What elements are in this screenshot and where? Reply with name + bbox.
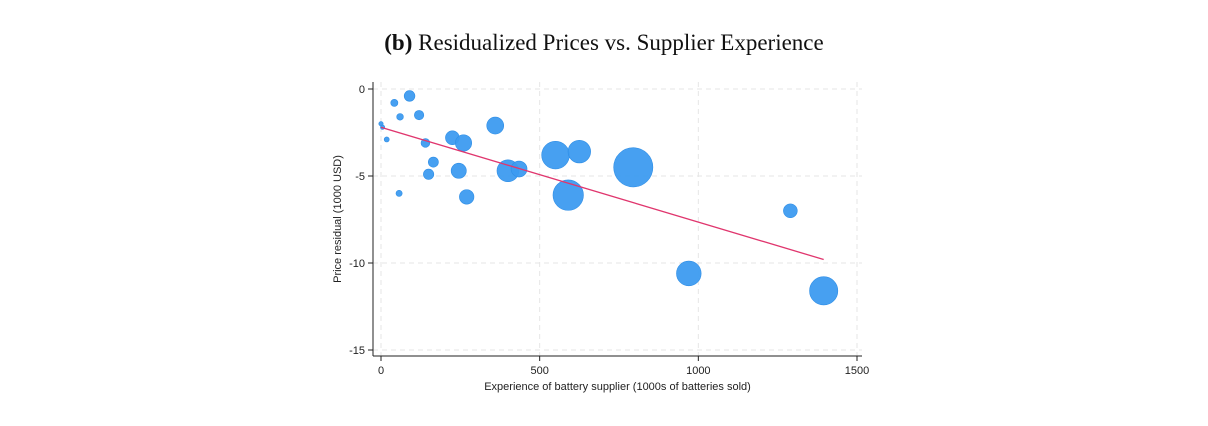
y-tick-label: -10 [349, 258, 365, 270]
data-point [390, 99, 399, 107]
y-tick-label: 0 [359, 84, 365, 96]
data-point [783, 203, 798, 219]
data-point [567, 140, 591, 164]
data-point [809, 276, 839, 306]
y-axis-label: Price residual (1000 USD) [332, 155, 344, 283]
grid [373, 82, 862, 356]
x-tick-label: 500 [530, 365, 548, 377]
fit-line-group [380, 126, 824, 261]
data-point [552, 179, 584, 211]
data-point [450, 162, 467, 179]
data-point [486, 116, 505, 135]
chart-title-text: Residualized Prices vs. Supplier Experie… [418, 30, 824, 55]
data-point [396, 113, 404, 121]
x-tick-label: 1500 [845, 365, 869, 377]
data-point [428, 156, 439, 168]
x-axis-label: Experience of battery supplier (1000s of… [484, 381, 751, 393]
data-points [378, 90, 839, 306]
data-point [676, 260, 702, 287]
data-point [541, 140, 570, 170]
x-tick-label: 1000 [686, 365, 710, 377]
data-point [459, 189, 475, 205]
axes [372, 82, 862, 357]
data-point [423, 168, 435, 180]
y-tick-label: -15 [349, 345, 365, 357]
data-point [613, 147, 654, 188]
data-point [403, 90, 416, 102]
x-tick-label: 0 [378, 365, 384, 377]
fit-line [380, 126, 824, 261]
y-tick-label: -5 [355, 171, 365, 183]
ticks: 0 -5 -10 -15 0 500 1000 1500 [349, 84, 869, 377]
chart-title: (b) Residualized Prices vs. Supplier Exp… [0, 30, 1208, 56]
data-point [395, 190, 403, 197]
data-point [383, 136, 390, 143]
data-point [455, 134, 473, 152]
chart-title-prefix: (b) [384, 30, 413, 55]
data-point [414, 110, 425, 121]
